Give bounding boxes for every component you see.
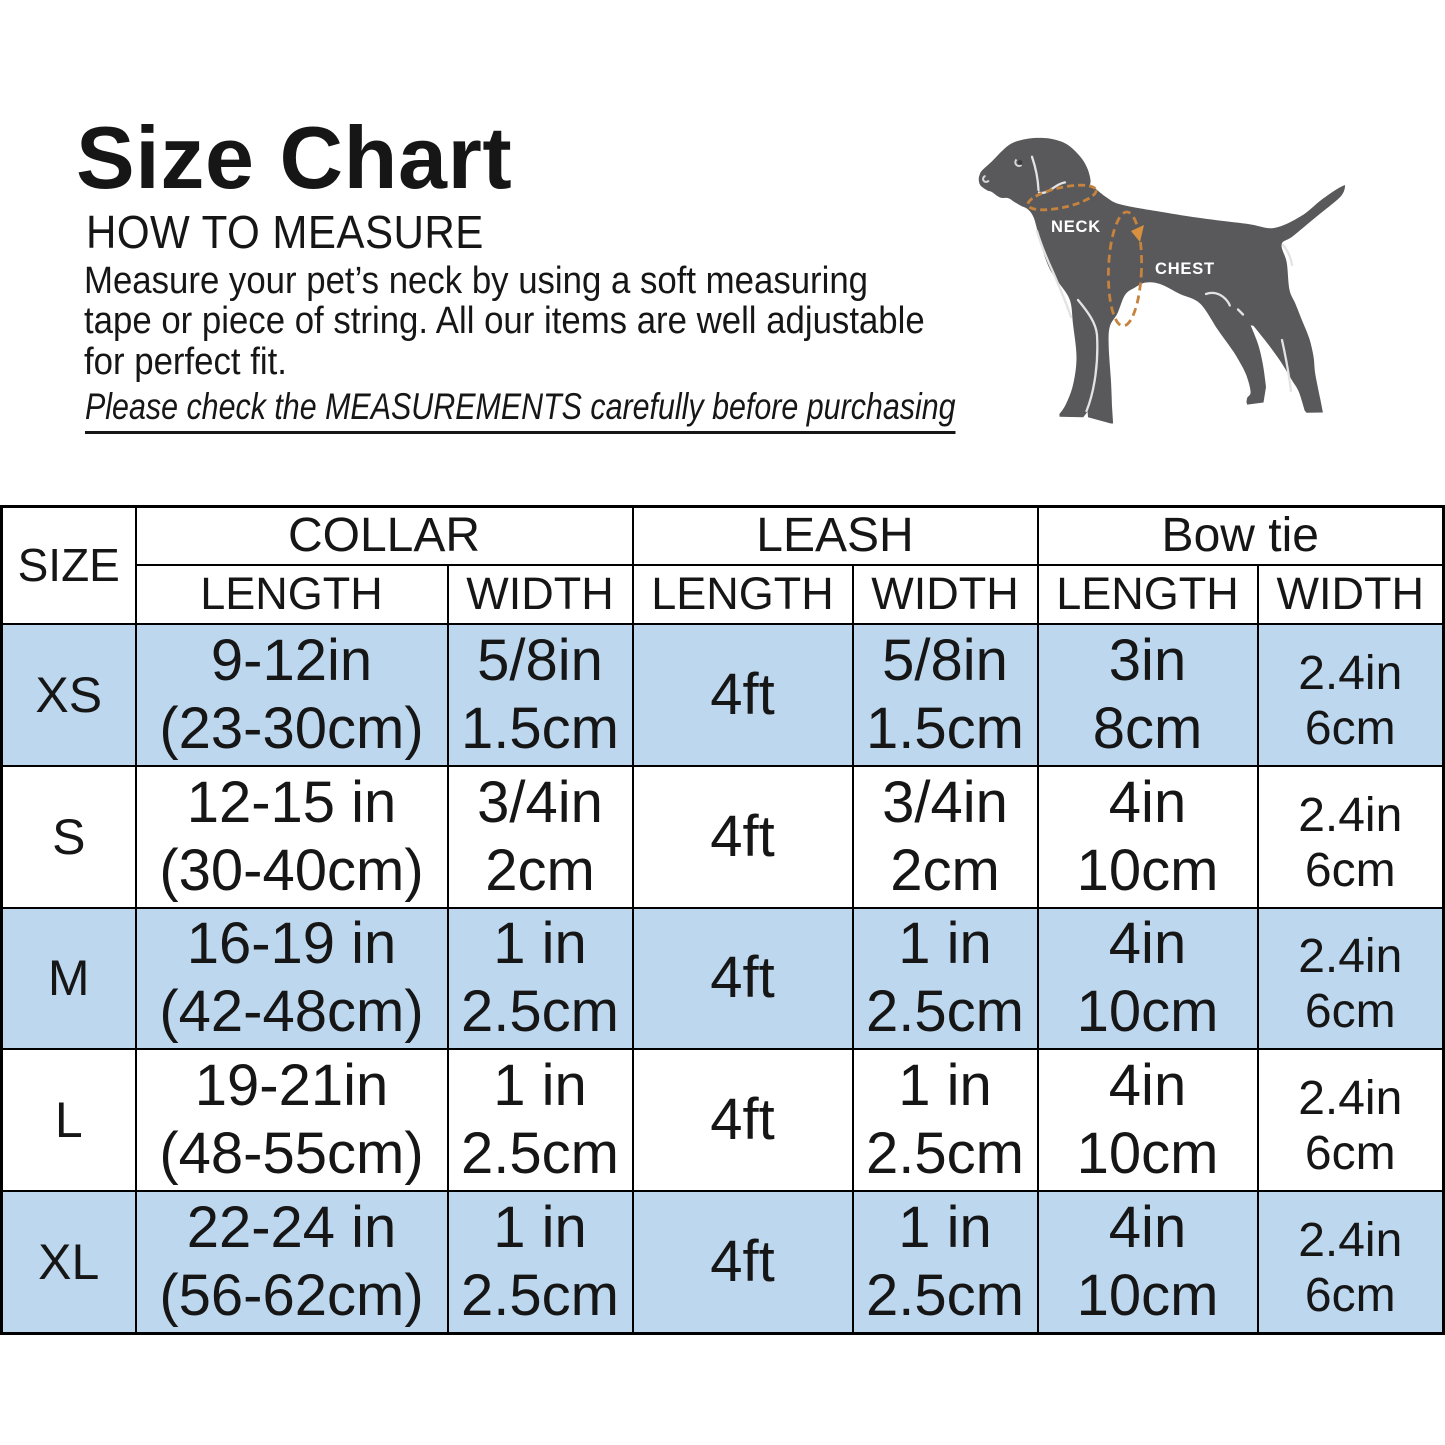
svg-text:CHEST: CHEST [1155, 260, 1215, 278]
svg-text:NECK: NECK [1051, 218, 1101, 236]
